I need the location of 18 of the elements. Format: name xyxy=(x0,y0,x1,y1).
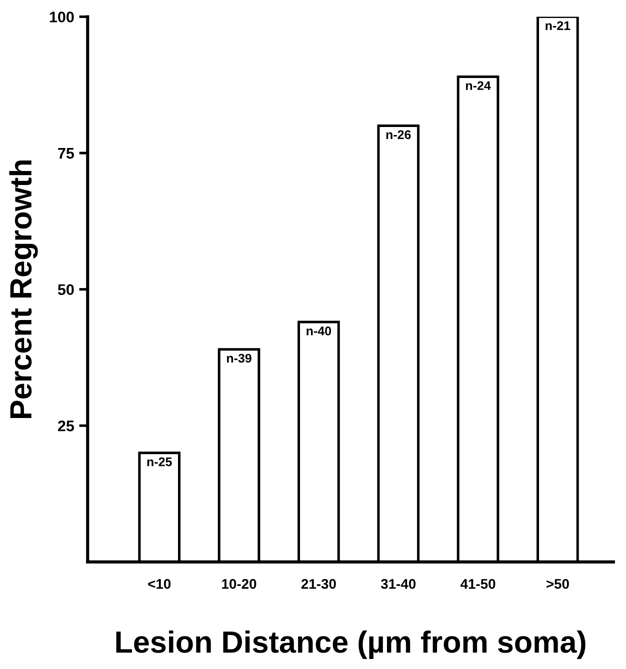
y-tick-label: 75 xyxy=(58,148,74,159)
annotation: n-21 xyxy=(546,21,570,30)
x-axis-title: Lesion Distance (µm from soma) xyxy=(116,630,586,659)
y-tick-label: 25 xyxy=(58,420,74,432)
x-tick-label: 31-40 xyxy=(380,578,416,589)
x-tick-label: >50 xyxy=(546,578,569,589)
annotation: n-26 xyxy=(386,130,411,140)
y-axis-title: Percent Regrowth xyxy=(9,160,38,418)
x-tick-label: 41-50 xyxy=(460,578,496,589)
annotation: n-39 xyxy=(226,354,252,363)
annotation: n-24 xyxy=(466,81,491,90)
x-tick-label: 21-30 xyxy=(301,578,336,589)
annotation: n-40 xyxy=(306,326,332,336)
x-tick-label: 10-20 xyxy=(222,578,256,589)
annotation: n-25 xyxy=(147,457,172,466)
y-tick-label: 100 xyxy=(50,12,74,22)
x-tick-label: <10 xyxy=(148,578,171,589)
y-tick-label: 50 xyxy=(58,284,74,296)
